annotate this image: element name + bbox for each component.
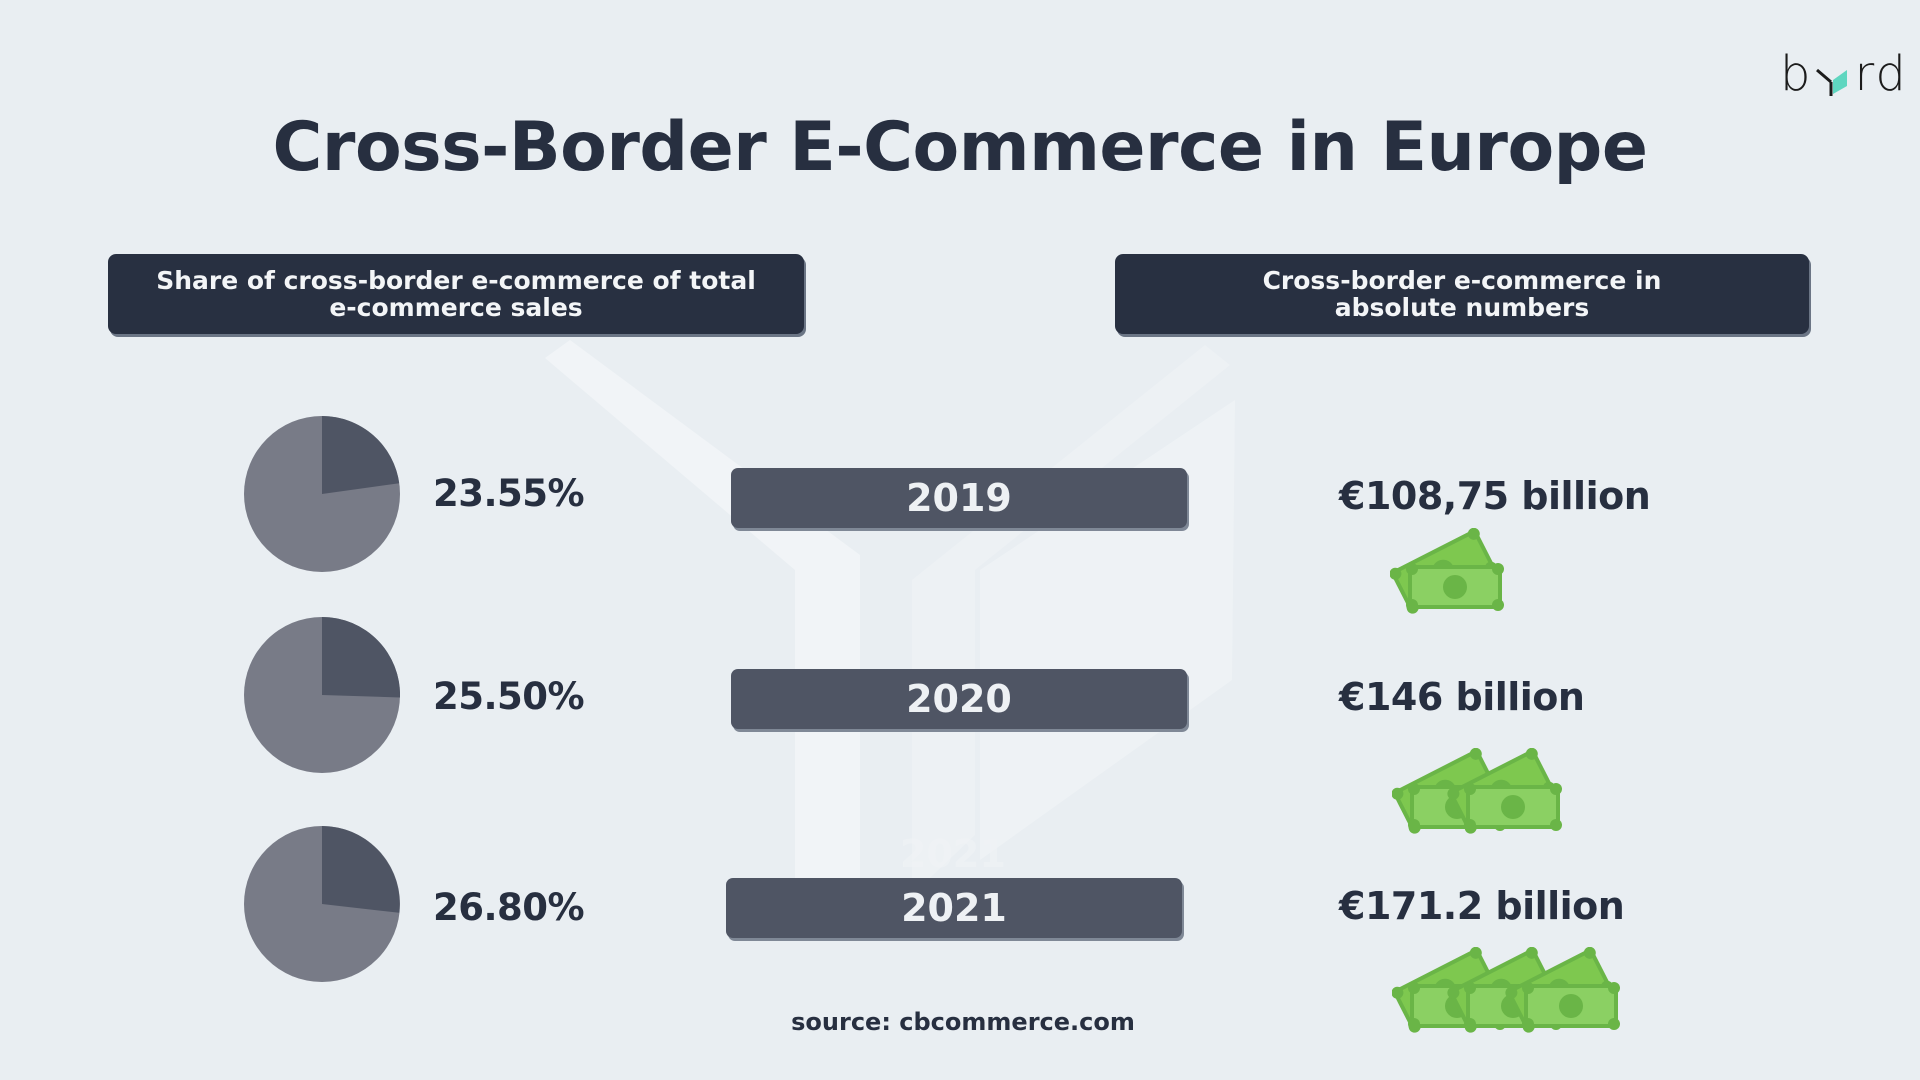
pie-slice-share: [322, 826, 400, 913]
logo-text-rd: rd: [1854, 46, 1908, 102]
pie-slice-share: [322, 416, 400, 494]
logo-y-mark-icon: [1816, 68, 1848, 96]
pie-chart-2020: [244, 617, 400, 773]
page-title: Cross-Border E-Commerce in Europe: [272, 108, 1648, 187]
header-absolute: Cross-border e-commerce in absolute numb…: [1115, 254, 1809, 334]
header-share: Share of cross-border e-commerce of tota…: [108, 254, 804, 334]
pie-slice-share: [322, 617, 400, 698]
header-share-line2: e-commerce sales: [329, 293, 583, 322]
money-icon-2020: [1392, 748, 1562, 836]
share-value-2021: 26.80%: [433, 886, 585, 929]
year-bar-2021: 2021: [726, 878, 1182, 938]
logo-text-b: b: [1780, 46, 1813, 102]
header-absolute-line2: absolute numbers: [1334, 293, 1590, 322]
amount-value-2020: €146 billion: [1339, 675, 1585, 719]
header-absolute-line1: Cross-border e-commerce in: [1262, 266, 1662, 295]
year-bar-2019: 2019: [731, 468, 1187, 528]
amount-value-2021: €171.2 billion: [1339, 884, 1625, 928]
money-icon-2019: [1390, 528, 1504, 616]
ghost-year-text: 2021: [900, 832, 1006, 876]
pie-chart-2019: [244, 416, 400, 572]
header-share-line1: Share of cross-border e-commerce of tota…: [156, 266, 756, 295]
pie-chart-2021: [244, 826, 400, 982]
share-value-2020: 25.50%: [433, 675, 585, 718]
year-bar-2020: 2020: [731, 669, 1187, 729]
source-citation: source: cbcommerce.com: [791, 1008, 1135, 1036]
share-value-2019: 23.55%: [433, 472, 585, 515]
brand-logo: b rd: [1780, 46, 1908, 102]
amount-value-2019: €108,75 billion: [1339, 474, 1651, 518]
